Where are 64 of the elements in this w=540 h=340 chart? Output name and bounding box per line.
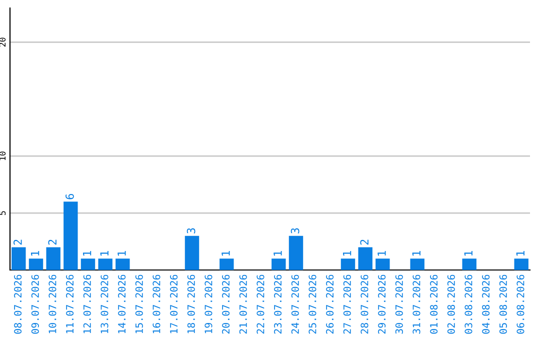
x-tick-label: 28.07.2026 xyxy=(360,274,368,334)
x-tick-label: 10.07.2026 xyxy=(48,274,56,334)
data-label: 1 xyxy=(118,250,126,256)
bar xyxy=(410,258,424,270)
x-tick-label: 02.08.2026 xyxy=(447,274,455,334)
data-label: 1 xyxy=(30,250,40,256)
bar xyxy=(46,247,60,270)
x-tick-label: 13.07.2026 xyxy=(100,274,108,334)
data-label: 3 xyxy=(290,228,300,234)
x-tick-label: 21.07.2026 xyxy=(239,274,247,334)
x-tick-label: 25.07.2026 xyxy=(308,274,316,334)
bar xyxy=(272,258,286,270)
bar xyxy=(358,247,372,270)
data-label: 2 xyxy=(360,240,368,245)
data-label: 1 xyxy=(274,250,282,256)
x-tick-label: 11.07.2026 xyxy=(66,274,74,334)
data-label: 1 xyxy=(82,250,92,256)
x-tick-label: 04.08.2026 xyxy=(482,274,490,334)
x-tick-label: 22.07.2026 xyxy=(256,274,264,334)
bar xyxy=(64,202,78,270)
x-tick-label: 18.07.2026 xyxy=(187,274,195,334)
bar xyxy=(98,258,112,270)
data-label: 1 xyxy=(412,250,420,256)
x-tick-label: 27.07.2026 xyxy=(343,274,351,334)
bar xyxy=(340,258,356,270)
bar xyxy=(12,247,26,270)
bar xyxy=(116,258,130,270)
data-label: 1 xyxy=(516,250,524,256)
x-tick-label: 05.08.2026 xyxy=(499,274,507,334)
data-label: 1 xyxy=(464,250,472,256)
x-tick-label: 08.07.2026 xyxy=(14,274,22,334)
data-label: 2 xyxy=(14,240,22,245)
x-tick-label: 20.07.2026 xyxy=(222,274,230,334)
x-tick-label: 03.08.2026 xyxy=(464,274,472,334)
x-tick-label: 26.07.2026 xyxy=(326,274,334,334)
x-tick-label: 01.08.2026 xyxy=(430,274,438,334)
data-label: 2 xyxy=(48,240,56,245)
x-tick-label: 19.07.2026 xyxy=(204,274,212,334)
x-tick-label: 30.07.2026 xyxy=(395,274,403,334)
x-tick-label: 24.07.2026 xyxy=(291,274,299,334)
bar xyxy=(220,258,234,270)
data-label: 1 xyxy=(378,250,386,256)
x-tick-label: 06.08.2026 xyxy=(516,274,524,334)
x-tick-label: 31.07.2026 xyxy=(412,274,420,334)
x-tick-label: 14.07.2026 xyxy=(118,274,126,334)
x-tick-label: 29.07.2026 xyxy=(378,274,386,334)
data-label: 1 xyxy=(100,250,108,256)
data-label: 3 xyxy=(186,228,196,234)
x-tick-label: 16.07.2026 xyxy=(152,274,160,334)
bar xyxy=(462,258,476,270)
bar xyxy=(514,258,528,270)
x-tick-label: 23.07.2026 xyxy=(274,274,282,334)
x-tick-label: 15.07.2026 xyxy=(135,274,143,334)
data-label: 1 xyxy=(222,250,230,256)
x-tick-label: 12.07.2026 xyxy=(83,274,91,334)
x-tick-label: 17.07.2026 xyxy=(170,274,178,334)
data-label: 6 xyxy=(66,194,74,200)
bar xyxy=(288,236,304,270)
data-label: 1 xyxy=(342,250,352,256)
x-tick-label: 09.07.2026 xyxy=(31,274,39,334)
bar xyxy=(28,258,44,270)
bar xyxy=(80,258,96,270)
bar xyxy=(376,258,390,270)
bar xyxy=(184,236,200,270)
